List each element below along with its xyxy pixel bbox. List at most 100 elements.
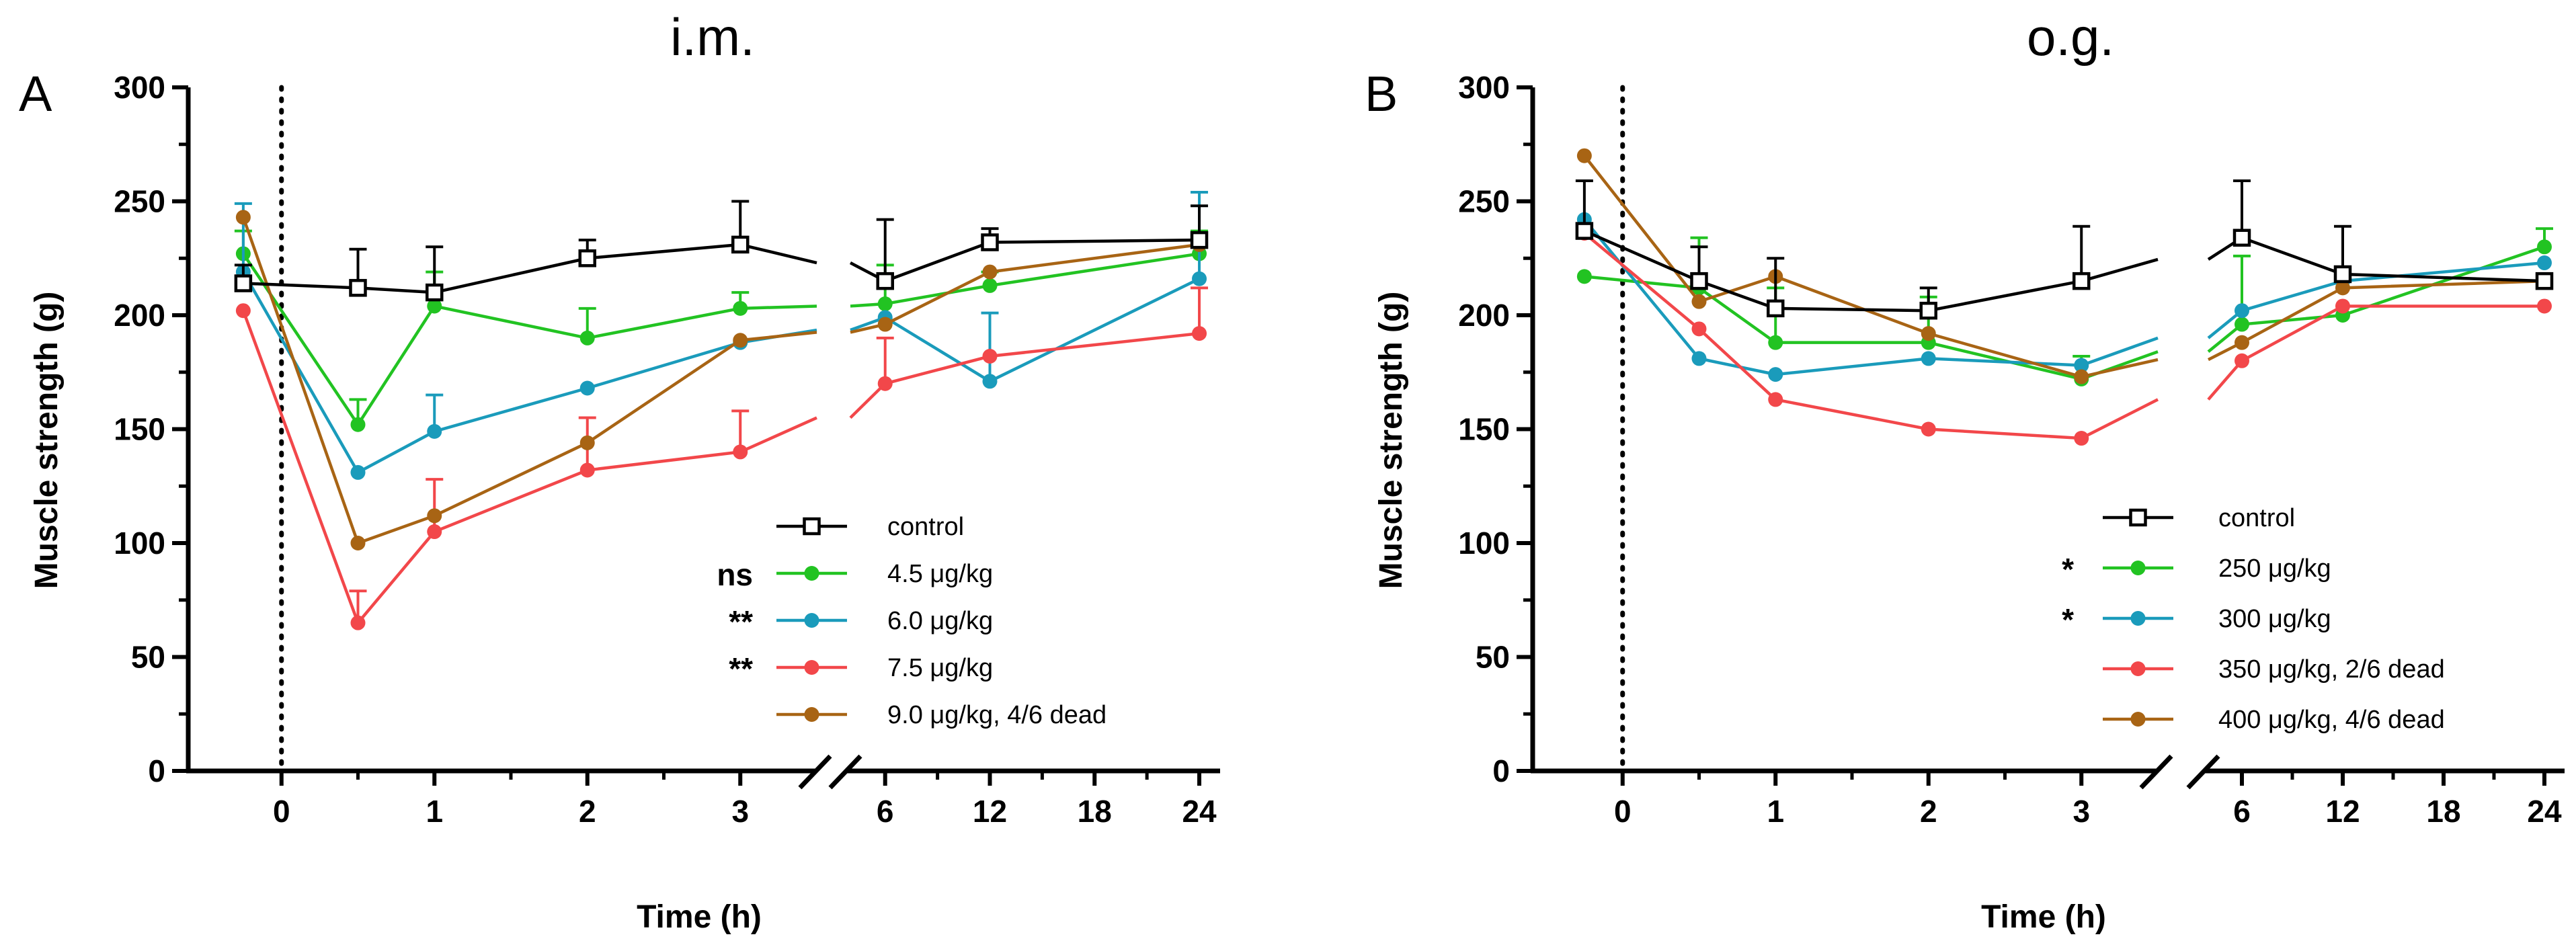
legend-entry: control	[2103, 504, 2295, 532]
data-point-circle	[2335, 280, 2350, 296]
panel-title: i.m.	[670, 7, 755, 67]
series-line	[241, 216, 817, 545]
panel-letter: B	[1365, 66, 1398, 122]
x-tick-label: 12	[2325, 794, 2360, 829]
data-point-circle	[2537, 255, 2552, 271]
y-tick-label: 200	[1458, 298, 1510, 333]
data-point-square	[2232, 229, 2251, 247]
data-point-circle	[427, 423, 442, 439]
series-3	[1576, 225, 2552, 446]
legend-marker	[2130, 712, 2146, 727]
data-point-circle	[982, 349, 998, 364]
data-point-circle	[2235, 303, 2249, 319]
legend: control 4.5 μg/kg ns 6.0 μg/kg ** 7.5 μg/kg **…	[717, 513, 1106, 729]
series-line	[2207, 279, 2545, 362]
legend-label: 250 μg/kg	[2218, 554, 2331, 583]
x-axis-label: Time (h)	[637, 899, 762, 935]
legend-label: 350 μg/kg, 2/6 dead	[2218, 655, 2445, 684]
legend-entry: 4.5 μg/kg ns	[717, 557, 993, 592]
series-line	[850, 243, 1200, 334]
y-tick-label: 150	[1458, 412, 1510, 447]
x-axis-break	[798, 754, 832, 790]
series-line	[2207, 245, 2545, 353]
data-point-circle	[1768, 367, 1783, 382]
data-point-square	[1690, 272, 1708, 290]
data-point-circle	[1192, 271, 1207, 286]
data-point-circle	[235, 303, 251, 319]
series-0	[234, 200, 1209, 302]
x-axis-break	[828, 754, 862, 790]
x-tick-label: 2	[579, 794, 596, 829]
series-4	[1576, 148, 2552, 384]
legend-marker	[2130, 561, 2146, 575]
legend-entry: 300 μg/kg *	[2062, 602, 2331, 637]
data-point-circle	[982, 374, 998, 389]
series-line	[1583, 229, 2159, 313]
y-tick-label: 250	[1458, 184, 1510, 219]
x-tick-label: 0	[1614, 794, 1632, 829]
x-axis-break	[2139, 754, 2173, 790]
data-point-square	[1190, 231, 1209, 249]
significance-marker: **	[729, 651, 753, 686]
series-line	[850, 252, 1200, 308]
y-tick-label: 50	[1476, 640, 1510, 675]
y-tick-label: 300	[114, 70, 165, 105]
data-point-circle	[2074, 358, 2089, 373]
series-2	[1576, 212, 2552, 382]
data-point-circle	[1691, 321, 1707, 337]
x-tick-label: 12	[973, 794, 1007, 829]
data-point-square	[1767, 299, 1785, 318]
legend-entry: control	[776, 513, 964, 541]
x-tick-label: 2	[1920, 794, 1937, 829]
data-point-circle	[2235, 317, 2249, 332]
y-tick-label: 0	[1492, 753, 1510, 788]
y-tick-label: 50	[131, 640, 165, 675]
data-point-circle	[1691, 351, 1707, 366]
data-point-circle	[579, 330, 595, 345]
series-line	[2207, 261, 2545, 339]
x-tick-label: 24	[2527, 794, 2562, 829]
data-point-circle	[350, 464, 366, 480]
legend-entry: 250 μg/kg *	[2062, 552, 2331, 587]
series-line	[242, 253, 817, 426]
legend-marker	[804, 660, 819, 675]
series-line	[850, 277, 1201, 383]
data-point-square	[426, 283, 444, 302]
data-point-circle	[877, 296, 893, 312]
legend-label: control	[2218, 504, 2295, 532]
series-line	[2207, 304, 2544, 401]
legend: control 250 μg/kg * 300 μg/kg * 350 μg/kg, 2/…	[2062, 504, 2445, 734]
y-tick-label: 150	[114, 412, 165, 447]
data-point-square	[2535, 272, 2554, 290]
data-point-circle	[1921, 326, 1936, 341]
data-point-circle	[579, 435, 595, 450]
y-tick-label: 0	[148, 753, 165, 788]
series-line	[241, 310, 817, 624]
significance-marker: ns	[717, 557, 753, 592]
data-point-circle	[2235, 353, 2249, 368]
data-point-square	[2333, 265, 2352, 284]
legend-entry: 6.0 μg/kg **	[729, 604, 993, 639]
x-tick-label: 1	[1767, 794, 1784, 829]
data-point-circle	[1768, 335, 1783, 350]
data-point-circle	[235, 210, 251, 225]
data-point-circle	[2537, 239, 2552, 255]
legend-marker	[804, 566, 819, 581]
legend-entry: 400 μg/kg, 4/6 dead	[2103, 706, 2445, 734]
panel-title: o.g.	[2027, 7, 2114, 67]
x-tick-label: 6	[2233, 794, 2251, 829]
data-point-circle	[427, 508, 442, 524]
data-point-square	[731, 235, 750, 254]
legend-label: 300 μg/kg	[2218, 605, 2331, 633]
panel-letter: A	[19, 66, 52, 122]
data-point-circle	[427, 524, 442, 540]
data-point-circle	[579, 380, 595, 396]
data-point-circle	[2235, 335, 2249, 350]
x-tick-label: 18	[2426, 794, 2460, 829]
x-tick-label: 24	[1182, 794, 1217, 829]
legend-label: 4.5 μg/kg	[887, 560, 993, 588]
y-tick-label: 250	[114, 184, 165, 219]
